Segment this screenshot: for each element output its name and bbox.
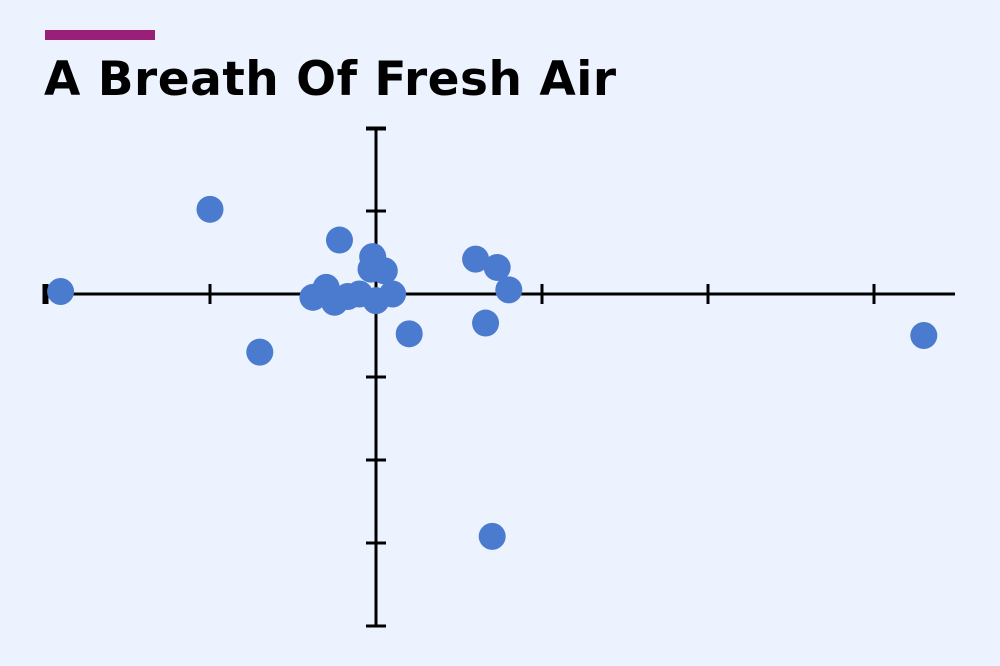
data-point (910, 322, 938, 349)
data-point (478, 522, 506, 550)
axes (42, 126, 955, 628)
data-point (325, 226, 353, 254)
data-point (196, 195, 224, 223)
data-point (379, 280, 407, 308)
data-point (47, 278, 75, 306)
data-point (472, 309, 500, 337)
data-point (483, 253, 511, 281)
data-point (462, 245, 490, 273)
chart-title: A Breath Of Fresh Air (44, 52, 617, 107)
accent-bar (45, 30, 155, 40)
data-point (495, 276, 523, 304)
data-point (299, 283, 327, 311)
data-point (370, 257, 398, 285)
data-point (246, 338, 274, 366)
data-point (395, 320, 423, 348)
data-points (47, 195, 938, 550)
